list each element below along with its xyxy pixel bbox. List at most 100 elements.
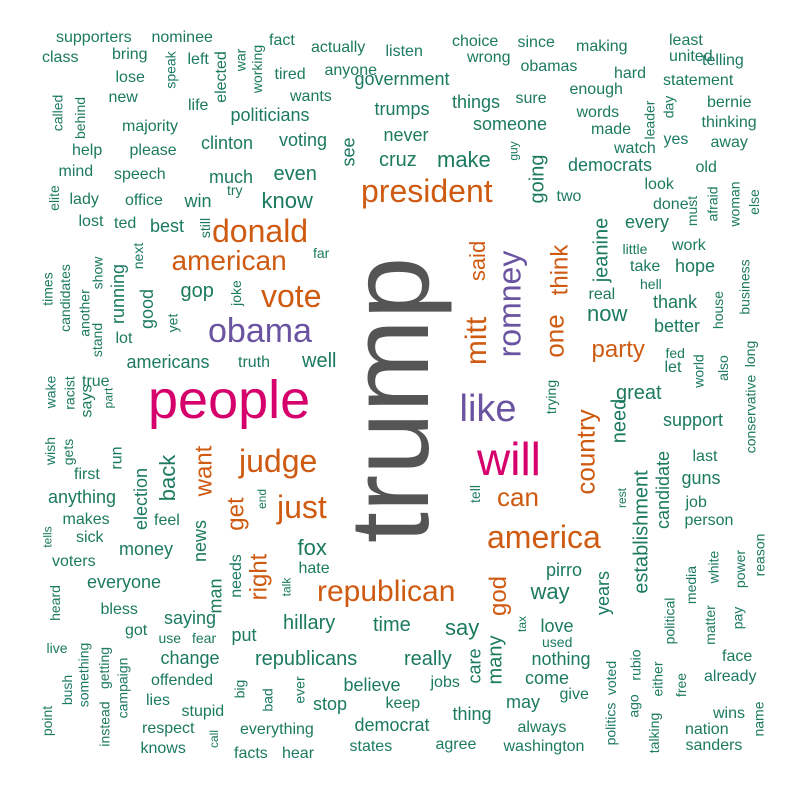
word-needs: needs <box>227 554 245 598</box>
word-tired: tired <box>274 66 306 83</box>
word-trumps: trumps <box>374 99 430 119</box>
word-agree: agree <box>435 736 477 753</box>
word-used: used <box>542 634 573 650</box>
word-ago: ago <box>625 694 642 718</box>
word-live: live <box>46 640 68 656</box>
word-person: person <box>684 512 734 529</box>
word-united: united <box>669 48 713 65</box>
word-got: got <box>125 622 148 639</box>
word-money: money <box>119 539 174 559</box>
word-nothing: nothing <box>531 649 591 669</box>
word-politicians: politicians <box>230 105 310 125</box>
word-politics: politics <box>601 702 618 746</box>
word-lady: lady <box>69 191 99 208</box>
word-show: show <box>88 256 105 290</box>
word-political: political <box>660 597 677 645</box>
word-candidates: candidates <box>56 264 73 332</box>
word-mind: mind <box>58 163 94 180</box>
word-going: going <box>525 154 548 204</box>
word-majority: majority <box>122 118 179 135</box>
word-hear: hear <box>282 745 315 762</box>
word-instead: instead <box>96 701 113 747</box>
word-business: business <box>736 259 753 315</box>
word-believe: believe <box>343 675 401 695</box>
word-people: people <box>148 370 311 430</box>
word-real: real <box>588 286 616 303</box>
word-running: running <box>108 263 129 325</box>
word-establishment: establishment <box>630 470 653 594</box>
word-speak: speak <box>162 51 179 89</box>
word-will: will <box>477 433 541 485</box>
word-one: one <box>539 314 570 358</box>
word-talk: talk <box>278 577 293 597</box>
word-republican: republican <box>317 575 456 608</box>
word-nation: nation <box>685 721 729 738</box>
word-made: made <box>591 121 632 138</box>
word-sure: sure <box>515 90 547 107</box>
word-american: american <box>171 245 287 276</box>
word-never: never <box>383 125 429 145</box>
word-lies: lies <box>146 692 171 709</box>
word-obamas: obamas <box>520 58 578 75</box>
word-anyone: anyone <box>324 62 378 79</box>
word-bring: bring <box>112 46 148 63</box>
word-bad: bad <box>259 688 276 712</box>
word-democrats: democrats <box>568 155 653 175</box>
word-years: years <box>593 570 614 616</box>
word-hell: hell <box>640 276 662 292</box>
word-next: next <box>130 242 147 270</box>
word-democrat: democrat <box>354 715 430 735</box>
word-gets: gets <box>60 438 77 466</box>
word-free: free <box>673 672 690 698</box>
word-behind: behind <box>72 96 89 140</box>
word-run: run <box>108 446 126 470</box>
word-good: good <box>137 288 158 330</box>
word-tells: tells <box>40 526 55 548</box>
word-bless: bless <box>100 601 138 618</box>
word-knows: knows <box>140 740 186 757</box>
word-wins: wins <box>713 705 746 722</box>
word-news: news <box>190 519 211 563</box>
word-either: either <box>649 661 666 697</box>
word-working: working <box>249 44 266 94</box>
word-keep: keep <box>385 695 421 712</box>
word-conservative: conservative <box>741 374 758 454</box>
word-stand: stand <box>89 322 106 358</box>
word-yes: yes <box>663 131 689 148</box>
word-since: since <box>517 34 555 51</box>
word-leader: leader <box>640 100 657 140</box>
word-elite: elite <box>45 185 62 211</box>
word-trying: trying <box>543 379 560 415</box>
word-new: new <box>108 89 138 106</box>
word-even: even <box>273 163 317 185</box>
word-win: win <box>184 191 212 211</box>
word-things: things <box>452 92 501 112</box>
word-power: power <box>732 549 749 589</box>
word-fed: fed <box>665 345 685 361</box>
word-yet: yet <box>163 313 180 333</box>
word-name: name <box>750 701 767 737</box>
word-must: must <box>684 195 701 227</box>
word-statement: statement <box>663 72 734 89</box>
word-guns: guns <box>681 468 721 488</box>
word-vote: vote <box>261 278 322 314</box>
word-take: take <box>630 258 661 275</box>
word-enough: enough <box>569 81 623 98</box>
word-part: part <box>100 387 115 409</box>
word-making: making <box>576 38 628 55</box>
word-tax: tax <box>515 615 530 633</box>
word-world: world <box>690 354 707 388</box>
word-actually: actually <box>311 39 366 56</box>
word-now: now <box>587 301 628 326</box>
word-true: true <box>82 373 110 390</box>
word-pirro: pirro <box>546 560 583 580</box>
word-party: party <box>591 336 645 363</box>
word-campaign: campaign <box>113 657 130 719</box>
word-get: get <box>222 497 250 531</box>
word-call: call <box>207 729 222 749</box>
word-someone: someone <box>473 114 548 134</box>
word-well: well <box>302 350 337 372</box>
word-getting: getting <box>96 646 113 690</box>
word-matter: matter <box>701 605 718 645</box>
word-work: work <box>672 237 706 254</box>
